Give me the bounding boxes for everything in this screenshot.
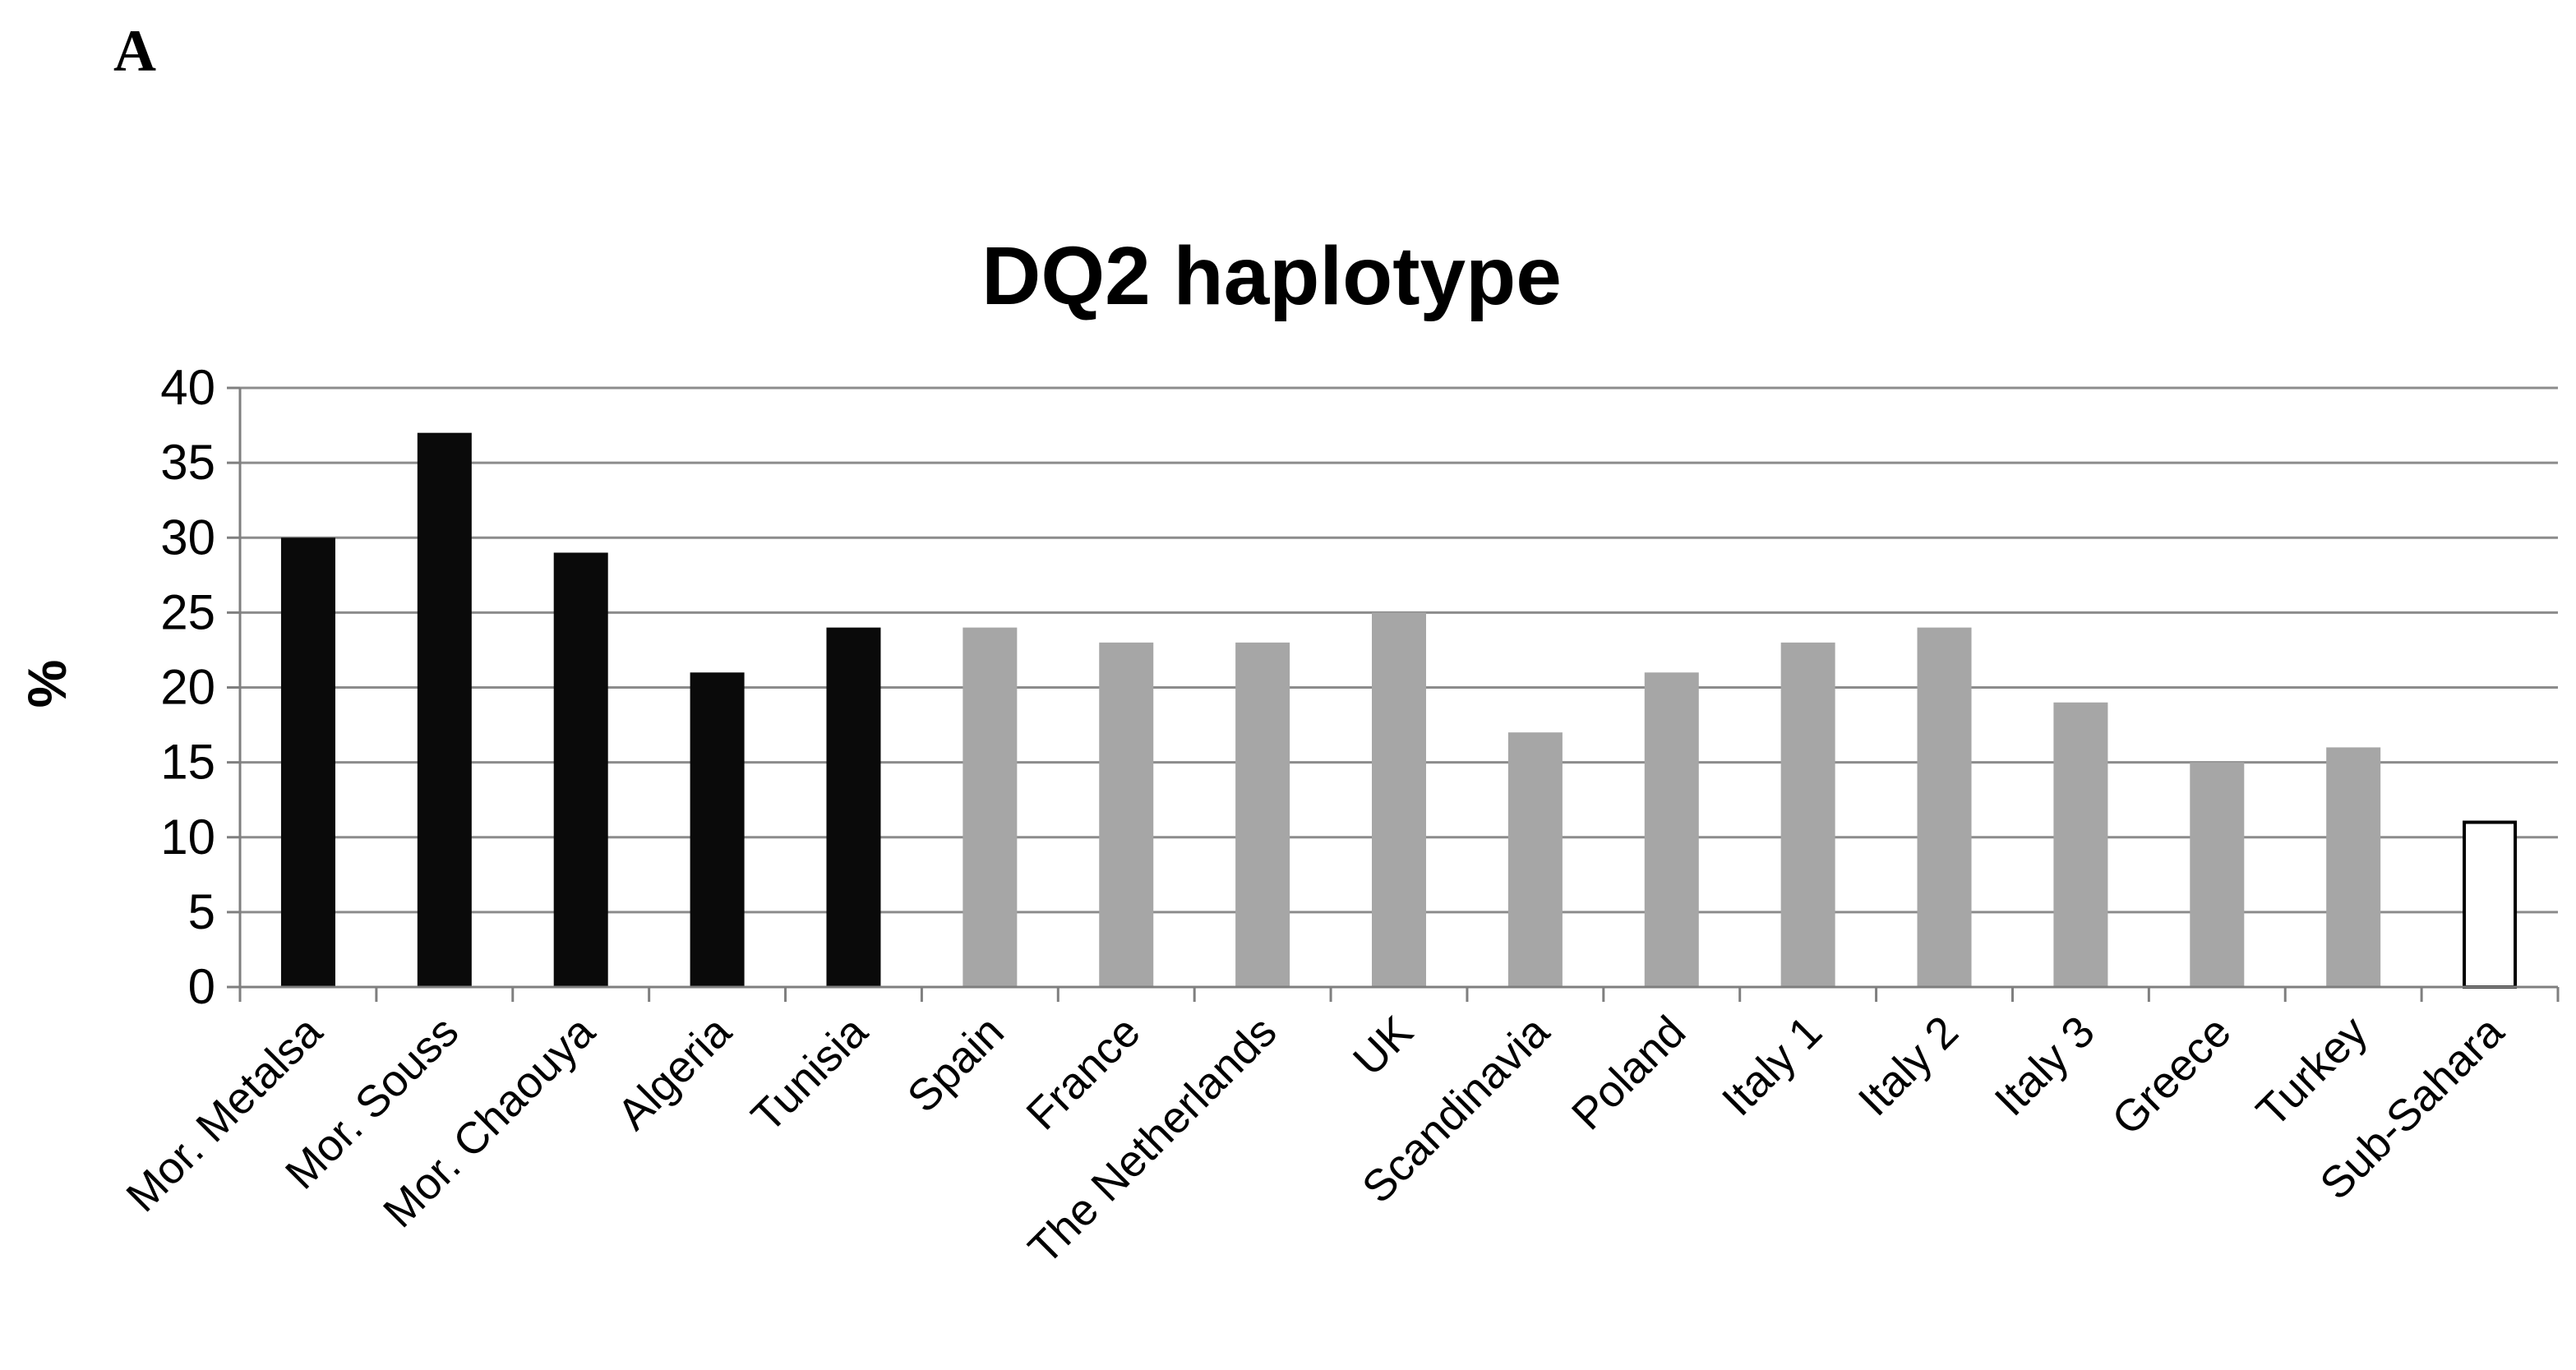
axes [227,386,2560,1002]
x-tick-label: Italy 3 [1986,1007,2104,1125]
x-tick-label: Turkey [2247,1007,2377,1137]
x-tick-label: Spain [898,1007,1013,1122]
bar [553,552,608,987]
y-tick-label: 0 [188,959,215,1014]
x-tick-label: Poland [1563,1007,1695,1139]
y-tick-label: 10 [160,810,215,865]
y-tick-label: 20 [160,660,215,715]
bar [1780,642,1835,987]
y-tick-label: 5 [188,884,215,939]
panel-label: A [113,18,156,84]
bar [2053,702,2108,987]
x-tick-label: The Netherlands [1019,1007,1286,1274]
bar [1099,642,1154,987]
bar [2190,762,2245,987]
chart-title: DQ2 haplotype [981,230,1562,322]
bar [826,627,881,987]
bar [1644,672,1699,987]
bar [690,672,745,987]
y-tick-label: 15 [160,735,215,790]
bar [417,432,472,987]
bar [1372,612,1426,987]
bar [2326,747,2381,987]
y-tick-labels: 0 5 10 15 20 25 30 35 40 [160,360,215,1014]
bar [963,627,1018,987]
bar [2463,820,2518,989]
bar [280,537,335,987]
x-tick-label: Greece [2103,1007,2241,1145]
x-tick-label: Algeria [608,1006,741,1139]
x-tick-label: Italy 2 [1849,1007,1968,1125]
x-tick-label: France [1017,1007,1149,1139]
x-tick-label: Mor. Metalsa [117,1006,332,1221]
bar [1507,732,1563,987]
y-tick-label: 35 [160,435,215,490]
y-axis-label: % [16,660,77,708]
y-tick-label: 40 [160,360,215,415]
bars [280,432,2518,989]
y-tick-label: 25 [160,584,215,639]
bar [1235,642,1290,987]
y-tick-label: 30 [160,510,215,565]
x-tick-label: Tunisia [742,1006,878,1142]
bar [1917,627,1972,987]
x-tick-label: UK [1344,1007,1422,1085]
x-tick-label: Italy 1 [1713,1007,1831,1125]
